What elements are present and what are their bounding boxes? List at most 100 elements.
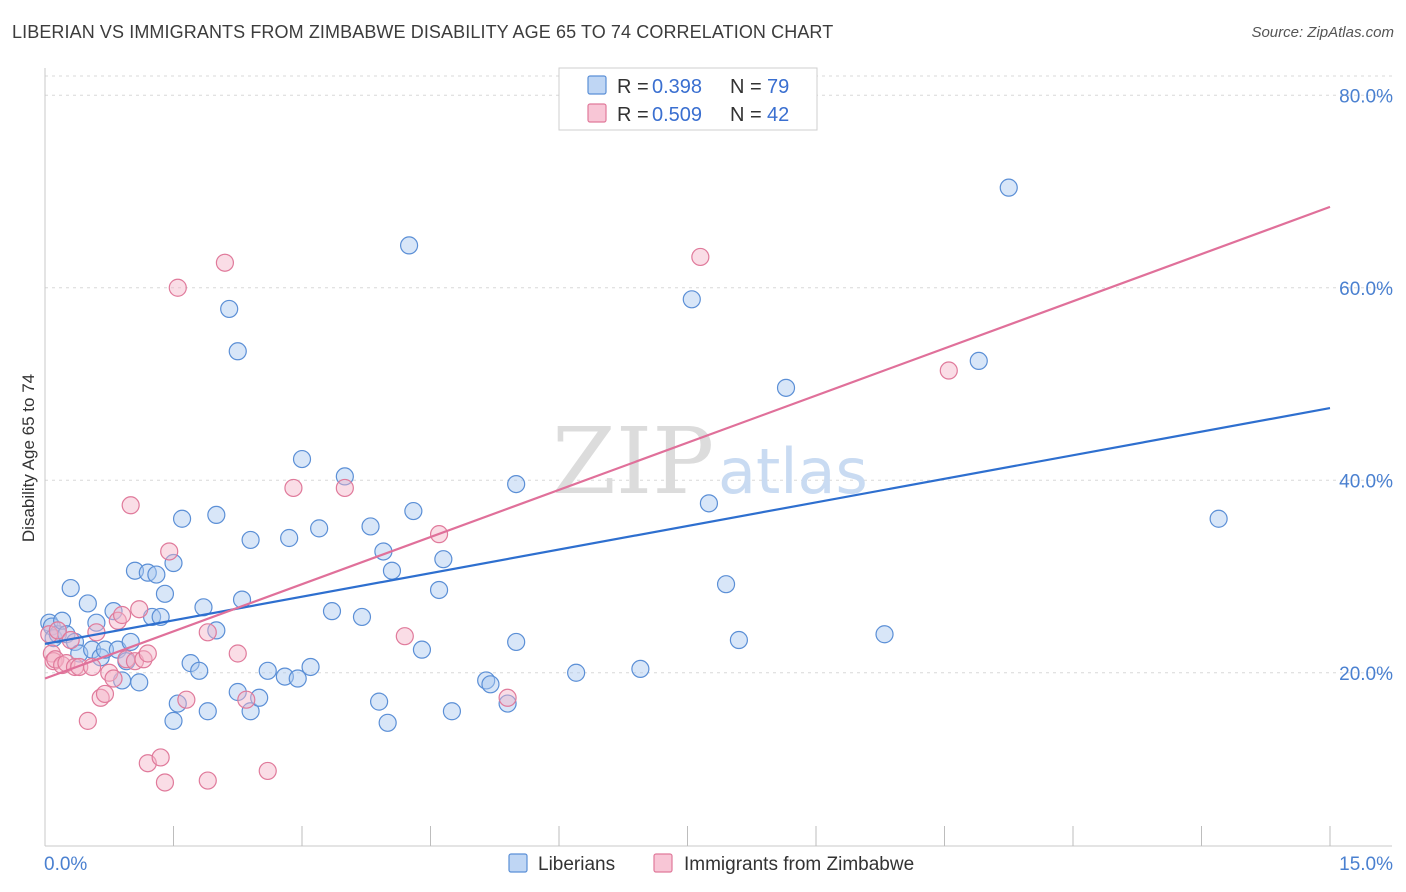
y-tick-label: 20.0% [1339,664,1393,685]
trendline-liberians [44,406,1331,645]
point-liberians [378,713,397,732]
point-zimbabwe [42,644,61,663]
point-liberians [164,553,183,573]
point-zimbabwe [138,644,157,663]
point-zimbabwe [691,247,710,267]
point-zimbabwe [177,690,196,709]
point-liberians [288,669,307,688]
point-liberians [87,613,106,632]
point-liberians [130,673,149,692]
point-liberians [301,657,320,677]
point-liberians [399,236,419,255]
point-liberians [155,584,175,603]
legend-n-label: N = [730,104,762,126]
point-liberians [776,378,796,397]
point-zimbabwe [151,748,170,767]
point-liberians [507,475,526,494]
point-liberians [53,611,72,630]
point-liberians [382,561,402,580]
point-liberians [716,575,736,594]
bottom-legend-zimbabwe: Immigrants from Zimbabwe [684,854,914,875]
point-zimbabwe [498,688,517,707]
y-tick-labels: 20.0% 40.0% 60.0% 80.0% [1339,86,1393,685]
y-tick-label: 80.0% [1339,86,1393,107]
legend-r-label: R = [617,104,649,126]
axes [44,68,1392,847]
point-liberians [498,694,517,713]
point-liberians [729,630,749,650]
trendline-zimbabwe [44,205,1331,680]
point-liberians [507,632,526,652]
point-liberians [241,530,260,550]
point-liberians [631,659,650,679]
point-liberians [190,661,209,680]
legend-r-value: 0.509 [652,104,702,126]
bottom-legend-swatch-zimbabwe [653,853,673,873]
trend-lines [44,205,1331,680]
point-liberians [370,692,389,711]
point-zimbabwe [258,761,277,781]
point-zimbabwe [78,711,97,730]
point-zimbabwe [168,278,187,297]
point-liberians [78,594,97,613]
point-liberians [258,661,277,680]
point-liberians [442,702,462,721]
point-liberians [404,501,423,521]
point-zimbabwe [395,627,414,646]
point-liberians [1209,509,1228,528]
point-liberians [567,663,586,682]
point-zimbabwe [48,621,67,640]
point-zimbabwe [228,644,247,663]
point-liberians [310,519,329,538]
point-zimbabwe [121,496,140,515]
point-liberians [322,602,342,621]
point-zimbabwe [284,478,303,498]
legend-swatch-liberians [587,75,607,95]
point-liberians [361,517,380,536]
point-zimbabwe [130,600,149,619]
correlation-legend: R = 0.398 N = 79 R = 0.509 N = 42 [558,67,818,131]
point-liberians [999,178,1018,197]
legend-n-value: 79 [767,76,789,98]
point-zimbabwe [198,623,217,642]
point-liberians [875,625,894,644]
point-liberians [220,299,239,319]
point-liberians [228,342,247,361]
point-liberians [699,494,719,513]
point-liberians [412,640,432,659]
point-liberians [147,565,166,584]
point-liberians [481,675,500,694]
chart-title: LIBERIAN VS IMMIGRANTS FROM ZIMBABWE DIS… [12,22,834,42]
y-tick-label: 40.0% [1339,471,1393,492]
source-credit: Source: ZipAtlas.com [1251,24,1394,41]
legend-r-label: R = [617,76,649,98]
point-liberians [682,290,701,309]
point-liberians [172,509,192,528]
point-zimbabwe [112,605,132,625]
watermark-atlas: atlas [718,435,868,508]
y-tick-label: 60.0% [1339,279,1393,300]
point-liberians [280,528,299,548]
point-zimbabwe [215,253,234,272]
data-points [40,178,1228,792]
point-zimbabwe [155,773,175,792]
point-liberians [241,702,260,721]
point-zimbabwe [237,690,256,709]
x-tick-labels: 0.0% 15.0% [44,854,1393,875]
x-tick-label: 15.0% [1339,854,1393,875]
point-zimbabwe [335,478,354,498]
point-liberians [434,550,453,569]
point-liberians [168,694,187,713]
point-zimbabwe [198,771,217,790]
point-liberians [164,711,183,730]
watermark-zip: ZIP [552,408,714,515]
bottom-legend-swatch-liberians [508,853,528,873]
point-liberians [969,351,988,370]
point-liberians [352,607,372,627]
series-legend: Liberians Immigrants from Zimbabwe [508,853,914,875]
point-liberians [104,602,123,621]
x-tick-label: 0.0% [44,854,87,875]
legend-swatch-zimbabwe [587,103,607,123]
point-liberians [292,449,312,469]
